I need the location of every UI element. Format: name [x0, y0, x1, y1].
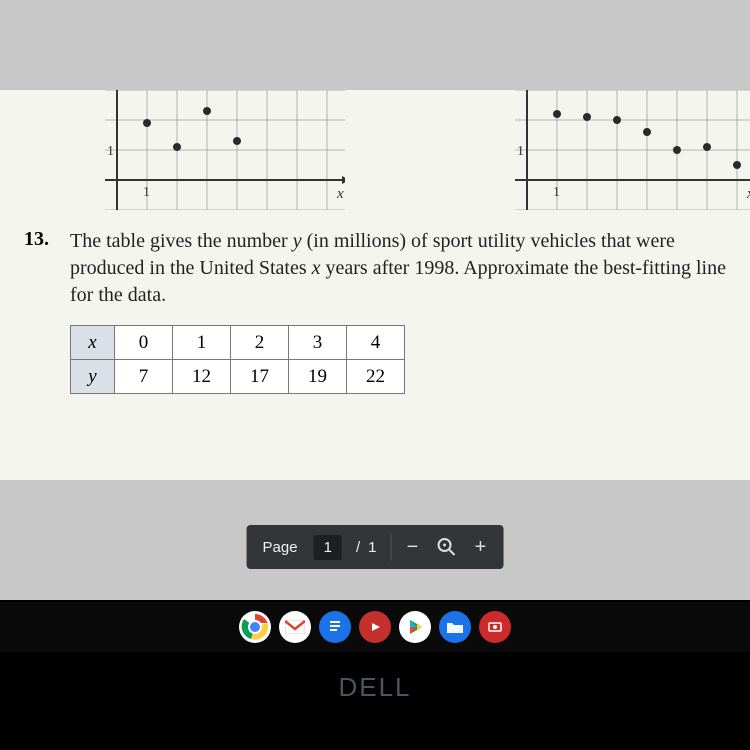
- charts-row: 1 1 x 1 1 x: [0, 90, 750, 210]
- page-label: Page: [263, 539, 298, 556]
- chrome-icon: [241, 613, 269, 641]
- problem-number: 13.: [24, 228, 56, 309]
- problem-13: 13. The table gives the number y (in mil…: [0, 210, 750, 309]
- table-cell: 17: [231, 360, 289, 394]
- table-cell: 3: [289, 326, 347, 360]
- app-chrome[interactable]: [239, 611, 271, 643]
- svg-text:1: 1: [517, 144, 524, 159]
- screen-area: 1 1 x 1 1 x 13. The table gives the number y…: [0, 0, 750, 600]
- top-gray-pad: [0, 0, 750, 90]
- app-docs[interactable]: [319, 611, 351, 643]
- app-screencap[interactable]: [479, 611, 511, 643]
- scatter-chart-left: 1 1 x: [105, 90, 345, 210]
- table-row: x 0 1 2 3 4: [71, 326, 405, 360]
- app-gmail[interactable]: [279, 611, 311, 643]
- page-sep: /: [356, 539, 360, 556]
- row-header-x: x: [71, 326, 115, 360]
- svg-text:1: 1: [553, 185, 560, 200]
- zoom-reset-button[interactable]: [429, 537, 463, 557]
- table-cell: 19: [289, 360, 347, 394]
- row-header-y: y: [71, 360, 115, 394]
- problem-text: The table gives the number y (in million…: [70, 228, 736, 309]
- table-cell: 2: [231, 326, 289, 360]
- page-current-input[interactable]: 1: [314, 535, 342, 560]
- docs-icon: [328, 618, 342, 636]
- play-icon: [405, 617, 425, 637]
- svg-text:x: x: [336, 186, 344, 202]
- app-play[interactable]: [399, 611, 431, 643]
- table-cell: 4: [347, 326, 405, 360]
- app-files[interactable]: [439, 611, 471, 643]
- gmail-icon: [285, 620, 305, 634]
- document-page: 1 1 x 1 1 x 13. The table gives the number y…: [0, 90, 750, 480]
- pdf-toolbar: Page 1 / 1 − +: [247, 525, 504, 569]
- table-cell: 1: [173, 326, 231, 360]
- magnifier-icon: [436, 537, 456, 557]
- data-table: x 0 1 2 3 4 y 7 12 17 19 22: [70, 325, 405, 394]
- table-cell: 0: [115, 326, 173, 360]
- chromeos-shelf: [0, 602, 750, 652]
- scatter-chart-right: 1 1 x: [515, 90, 750, 210]
- table-cell: 12: [173, 360, 231, 394]
- youtube-icon: [368, 620, 382, 634]
- toolbar-divider: [390, 533, 391, 561]
- files-icon: [446, 620, 464, 634]
- table-row: y 7 12 17 19 22: [71, 360, 405, 394]
- zoom-in-button[interactable]: +: [463, 536, 497, 559]
- zoom-out-button[interactable]: −: [395, 536, 429, 559]
- svg-text:x: x: [746, 186, 750, 202]
- svg-text:1: 1: [143, 185, 150, 200]
- svg-text:1: 1: [107, 144, 114, 159]
- app-youtube[interactable]: [359, 611, 391, 643]
- page-total: 1: [368, 539, 376, 556]
- table-cell: 22: [347, 360, 405, 394]
- table-cell: 7: [115, 360, 173, 394]
- record-icon: [487, 619, 503, 635]
- dell-logo: DELL: [0, 672, 750, 703]
- page-indicator: Page 1 / 1: [253, 525, 387, 569]
